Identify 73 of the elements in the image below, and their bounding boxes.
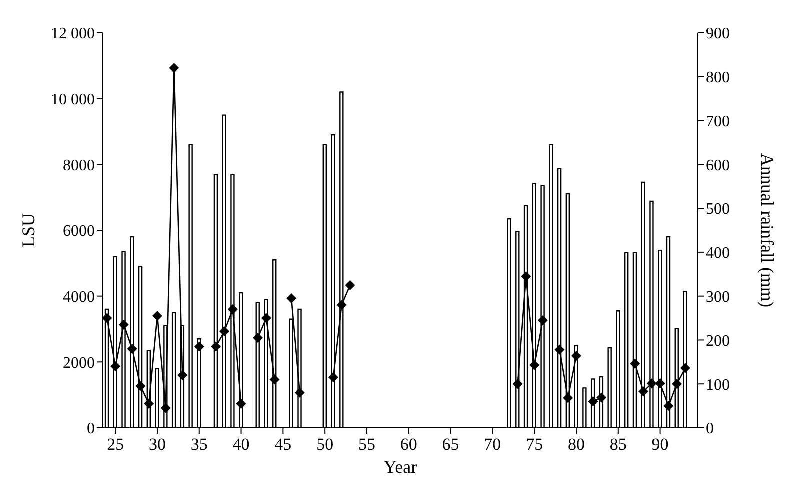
y2-tick-label: 200 bbox=[706, 332, 730, 350]
y2-tick-label: 500 bbox=[706, 201, 730, 218]
point bbox=[588, 396, 598, 407]
point bbox=[294, 388, 305, 398]
point bbox=[253, 333, 264, 344]
point bbox=[286, 294, 297, 304]
x-tick-label: 50 bbox=[316, 435, 334, 454]
y2-tick-label: 400 bbox=[706, 245, 730, 262]
point bbox=[630, 358, 640, 369]
point bbox=[211, 342, 222, 352]
point bbox=[664, 401, 674, 412]
point bbox=[118, 320, 129, 330]
x-tick-label: 70 bbox=[484, 435, 502, 454]
x-tick-label: 55 bbox=[358, 435, 376, 454]
point bbox=[152, 311, 162, 322]
y-tick-label: 8000 bbox=[63, 157, 95, 174]
point bbox=[655, 378, 666, 389]
point bbox=[646, 378, 657, 389]
point bbox=[144, 398, 154, 409]
point bbox=[136, 381, 146, 392]
point bbox=[102, 313, 112, 324]
x-tick-label: 80 bbox=[568, 435, 585, 454]
point bbox=[261, 313, 272, 324]
y-tick-label: 12 000 bbox=[51, 26, 95, 43]
y2-tick-label: 300 bbox=[706, 289, 730, 306]
point bbox=[336, 300, 347, 310]
y2-axis-title: Annual rainfall (mm) bbox=[758, 154, 778, 308]
point bbox=[328, 372, 338, 383]
y2-tick-label: 0 bbox=[706, 420, 714, 438]
point bbox=[220, 326, 230, 336]
x-tick-label: 60 bbox=[400, 435, 418, 454]
point bbox=[110, 362, 121, 372]
y-tick-label: 2000 bbox=[63, 354, 95, 372]
y-axis-title: LSU bbox=[18, 213, 38, 248]
point bbox=[194, 342, 204, 352]
x-tick-label: 40 bbox=[232, 435, 250, 454]
point bbox=[638, 386, 649, 397]
point bbox=[512, 379, 523, 390]
point bbox=[228, 304, 238, 314]
point bbox=[178, 370, 188, 380]
point bbox=[169, 63, 180, 74]
y2-tick-label: 800 bbox=[706, 70, 730, 87]
x-tick-label: 90 bbox=[652, 435, 669, 454]
y2-tick-label: 100 bbox=[706, 376, 730, 394]
y-tick-label: 6000 bbox=[63, 223, 95, 240]
x-tick-label: 25 bbox=[107, 435, 124, 454]
y2-tick-label: 700 bbox=[706, 113, 730, 130]
point bbox=[538, 315, 548, 326]
point bbox=[571, 351, 582, 362]
point bbox=[270, 374, 280, 385]
point bbox=[554, 344, 565, 355]
point bbox=[127, 344, 138, 354]
x-tick-label: 45 bbox=[274, 435, 292, 454]
x-tick-label: 65 bbox=[442, 435, 460, 454]
point bbox=[160, 403, 171, 414]
point bbox=[530, 360, 540, 370]
point bbox=[345, 280, 356, 290]
y-tick-label: 0 bbox=[87, 420, 95, 438]
point bbox=[236, 398, 246, 409]
point bbox=[563, 393, 574, 404]
x-axis-title: Year bbox=[384, 457, 418, 477]
x-tick-label: 35 bbox=[190, 435, 208, 454]
x-tick-label: 30 bbox=[148, 435, 166, 454]
y2-tick-label: 900 bbox=[706, 26, 730, 43]
y-tick-label: 4000 bbox=[63, 289, 95, 306]
x-tick-label: 75 bbox=[526, 435, 544, 454]
y-tick-label: 10 000 bbox=[51, 92, 95, 109]
point bbox=[596, 392, 607, 403]
point bbox=[672, 379, 682, 390]
y2-tick-label: 600 bbox=[706, 157, 730, 174]
point bbox=[680, 363, 690, 374]
x-tick-label: 85 bbox=[610, 435, 627, 454]
point bbox=[521, 272, 532, 282]
